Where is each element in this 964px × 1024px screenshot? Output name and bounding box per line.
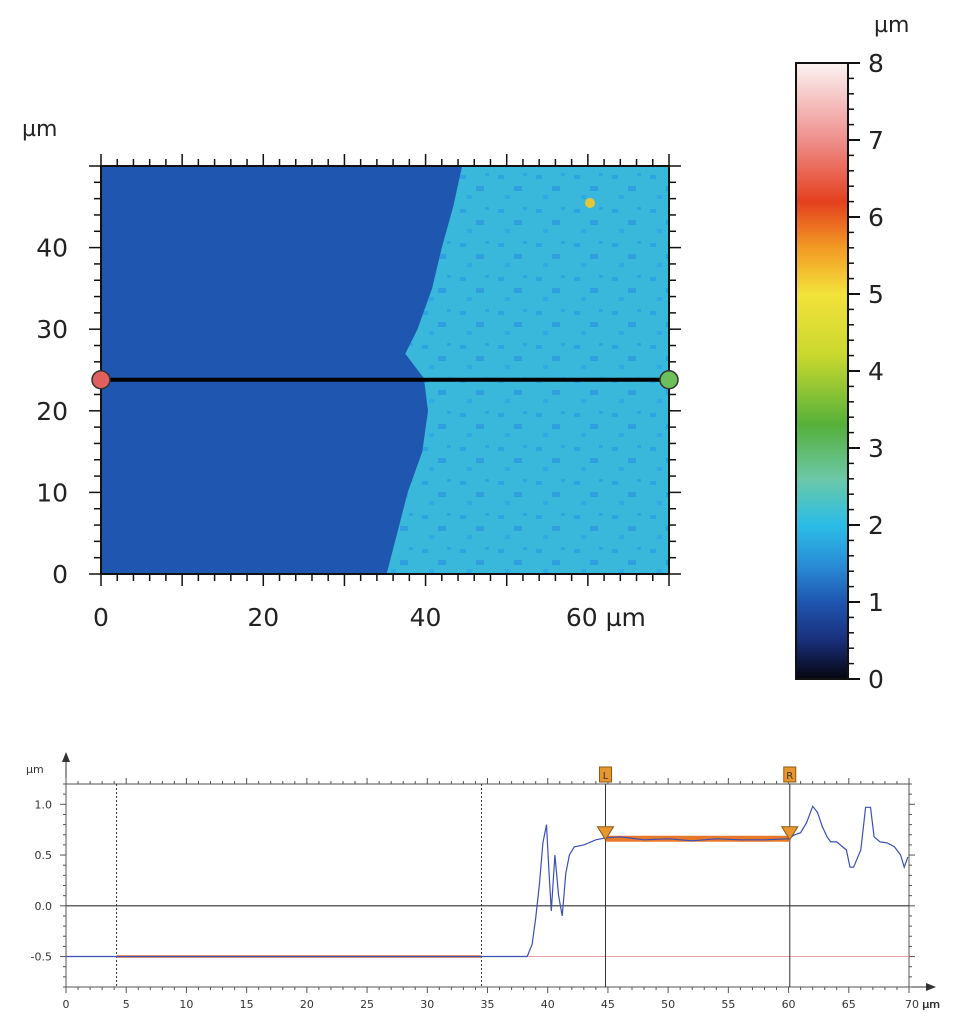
colorbar-gradient	[795, 62, 849, 680]
profile-x-tick-label: 45	[601, 998, 615, 1011]
profile-marker-label: L	[603, 771, 609, 782]
colorbar-tick-label: 4	[868, 357, 884, 386]
heatmap-y-unit: µm	[22, 117, 57, 142]
profile-y-tick-label: 1.0	[35, 798, 53, 811]
colorbar-unit: µm	[874, 13, 909, 38]
heatmap-x-tick-label: 0	[93, 603, 109, 632]
profile-x-axis-arrow	[926, 983, 936, 991]
profile-marker-arrow	[596, 826, 615, 841]
profile-start-handle[interactable]	[91, 370, 111, 390]
profile-marker-label: R	[786, 771, 793, 782]
profile-x-tick-label: 15	[240, 998, 254, 1011]
heatmap-x-tick-label: 60 µm	[566, 603, 646, 632]
profile-y-tick-label: 0.0	[35, 900, 53, 913]
profile-series-line	[66, 805, 909, 958]
heatmap-y-tick-label: 0	[52, 560, 68, 589]
profile-x-unit: µm	[922, 998, 940, 1011]
profile-y-tick-labels: -0.5 0.0 0.5 1.0	[31, 798, 52, 963]
profile-plot: µm µm 0 5 10 15 20 25 30 35 40 45 50 55 60 65 70 µm -0…	[26, 752, 940, 1011]
colorbar-tick-label: 6	[868, 203, 884, 232]
profile-y-tick-label: -0.5	[31, 951, 52, 964]
profile-x-tick-label: 10	[179, 998, 193, 1011]
height-map: µm 0 20 40 60 µm 0 10 20 30 40	[22, 117, 681, 632]
profile-x-tick-label: 70 µm	[905, 998, 940, 1011]
colorbar-tick-label: 1	[868, 588, 884, 617]
profile-y-unit: µm	[26, 763, 44, 776]
profile-ticks	[60, 778, 915, 993]
heatmap-y-tick-label: 30	[36, 315, 68, 344]
heatmap-upper-region-texture	[386, 166, 669, 574]
profile-x-tick-labels: 0 5 10 15 20 25 30 35 40 45 50 55 60 65 70 µm	[63, 998, 941, 1011]
heatmap-y-tick-label: 10	[36, 478, 68, 507]
profile-x-tick-label: 55	[721, 998, 735, 1011]
profile-x-tick-label: 30	[420, 998, 434, 1011]
profile-y-axis-arrow	[62, 752, 70, 762]
heatmap-x-tick-labels: 0 20 40 60 µm	[93, 603, 646, 632]
profile-x-tick-label: 50	[661, 998, 675, 1011]
heatmap-y-tick-labels: 0 10 20 30 40	[36, 234, 68, 589]
colorbar-tick-label: 5	[868, 280, 884, 309]
profile-x-tick-label: 20	[300, 998, 314, 1011]
profile-marker-box	[783, 766, 797, 783]
heatmap-x-tick-label: 20	[247, 603, 279, 632]
profile-marker-box	[599, 766, 613, 783]
heatmap-y-tick-label: 40	[36, 234, 68, 263]
heatmap-hot-spot	[585, 198, 595, 208]
colorbar-tick-label: 3	[868, 434, 884, 463]
profile-x-tick-label: 25	[360, 998, 374, 1011]
colorbar-tick-labels: 0 1 2 3 4 5 6 7 8	[868, 49, 884, 694]
colorbar: µm 0 1 2 3 4 5 6 7 8	[795, 13, 909, 694]
profile-y-tick-label: 0.5	[35, 849, 53, 862]
profile-end-handle[interactable]	[659, 370, 679, 390]
heatmap-x-tick-label: 40	[410, 603, 442, 632]
colorbar-ticks	[848, 62, 860, 680]
colorbar-tick-label: 2	[868, 511, 884, 540]
heatmap-ticks	[89, 154, 681, 586]
profile-x-tick-label: 0	[63, 998, 70, 1011]
profile-x-tick-label: 40	[541, 998, 555, 1011]
colorbar-tick-label: 0	[868, 665, 884, 694]
profile-x-tick-label: 35	[481, 998, 495, 1011]
profile-x-tick-label: 5	[123, 998, 130, 1011]
colorbar-tick-label: 8	[868, 49, 884, 78]
heatmap-frame	[100, 165, 670, 575]
colorbar-tick-label: 7	[868, 126, 884, 155]
profile-x-tick-label: 60	[782, 998, 796, 1011]
heatmap-y-tick-label: 20	[36, 397, 68, 426]
profile-guides	[66, 784, 909, 987]
profile-marker-arrow	[780, 826, 799, 841]
profile-x-tick-label: 65	[842, 998, 856, 1011]
